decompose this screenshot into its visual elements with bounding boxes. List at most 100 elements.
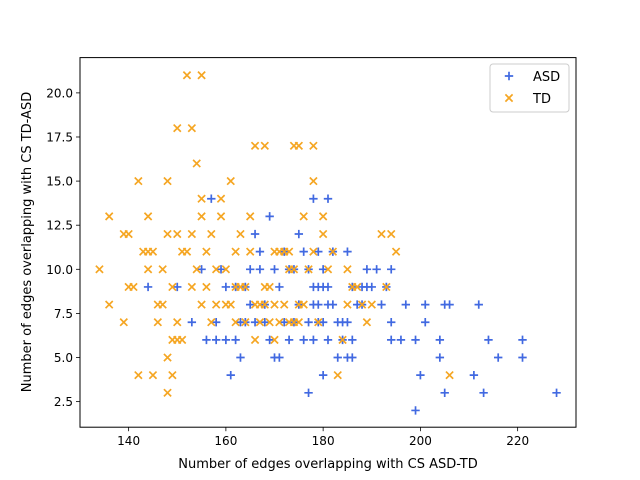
asd-point (323, 194, 333, 203)
x-axis-label: Number of edges overlapping with CS ASD-… (178, 457, 478, 472)
y-tick-label: 15.0 (46, 175, 73, 189)
plot-area (80, 57, 576, 428)
td-point (265, 318, 274, 327)
asd-point (299, 335, 308, 345)
td-point (207, 318, 216, 327)
asd-point (309, 335, 318, 345)
td-point (299, 300, 308, 309)
td-point (304, 265, 313, 274)
td-point (134, 176, 143, 186)
td-point (197, 212, 206, 221)
x-tick-label: 220 (506, 434, 529, 448)
legend-td-cross (504, 93, 514, 103)
y-axis-label: Number of edges overlapping with CS TD-A… (20, 92, 35, 392)
td-point (192, 265, 201, 274)
asd-point (221, 335, 231, 345)
x-axis-ticks: 140 160 180 200 220 (117, 427, 529, 448)
asd-point (265, 335, 274, 345)
td-point (221, 265, 231, 274)
asd-point (323, 282, 333, 292)
asd-point (348, 353, 357, 362)
td-point (314, 318, 323, 327)
asd-point (250, 229, 260, 239)
asd-point (377, 300, 386, 309)
td-point (352, 282, 362, 292)
td-point (148, 370, 158, 380)
td-point (245, 247, 255, 256)
asd-point (280, 318, 289, 327)
x-tick-label: 200 (409, 434, 432, 448)
td-point (270, 300, 279, 309)
td-point (309, 141, 318, 151)
td-point (197, 71, 206, 80)
td-point (202, 247, 211, 256)
td-point (309, 176, 318, 186)
td-point (163, 176, 172, 186)
asd-point (299, 247, 308, 256)
td-point (216, 194, 226, 203)
asd-point (255, 247, 265, 256)
td-point (367, 300, 376, 309)
asd-point (421, 300, 430, 309)
x-tick-label: 140 (117, 434, 140, 448)
td-point (143, 265, 153, 274)
td-point (124, 229, 133, 239)
asd-point (387, 318, 396, 327)
asd-point (474, 300, 483, 309)
td-point (95, 265, 104, 274)
td-point (168, 282, 177, 292)
td-point (328, 247, 338, 256)
y-tick-label: 7.5 (54, 307, 73, 321)
asd-point (250, 318, 260, 327)
asd-point (197, 265, 206, 274)
asd-point (518, 353, 527, 362)
asd-point (202, 335, 211, 345)
td-point (148, 247, 158, 256)
td-point (284, 247, 294, 256)
td-point (129, 282, 138, 292)
asd-series (143, 194, 561, 415)
y-tick-label: 2.5 (54, 395, 73, 409)
asd-point (270, 265, 279, 274)
asd-point (255, 265, 265, 274)
asd-point (387, 265, 396, 274)
td-point (343, 265, 352, 274)
asd-point (211, 318, 221, 327)
asd-point (211, 335, 221, 345)
td-series (95, 71, 454, 397)
asd-point (216, 265, 226, 274)
asd-point (396, 335, 406, 345)
x-tick-label: 160 (214, 434, 237, 448)
td-point (318, 212, 328, 221)
asd-point (435, 353, 445, 362)
asd-point (362, 265, 372, 274)
asd-point (411, 335, 420, 345)
td-point (211, 300, 221, 309)
asd-point (314, 300, 323, 309)
asd-point (173, 282, 182, 292)
td-point (197, 300, 206, 309)
asd-point (367, 282, 376, 292)
legend-td-label: TD (532, 92, 551, 107)
y-axis-ticks: 2.5 5.0 7.5 10.0 12.5 15.0 17.5 20.0 (46, 86, 80, 409)
asd-point (318, 370, 328, 380)
asd-point (245, 300, 255, 309)
asd-point (226, 370, 235, 380)
asd-point (221, 282, 231, 292)
td-point (309, 247, 318, 256)
td-point (168, 370, 177, 380)
td-point (211, 265, 221, 274)
td-point (192, 159, 201, 168)
asd-point (493, 353, 503, 362)
asd-point (343, 318, 352, 327)
asd-point (265, 212, 274, 221)
asd-point (314, 247, 323, 256)
legend-td-marker (504, 93, 514, 103)
td-point (158, 265, 167, 274)
asd-point (445, 300, 454, 309)
td-point (362, 318, 372, 327)
td-point (236, 229, 245, 239)
asd-point (411, 406, 420, 415)
y-tick-label: 12.5 (46, 219, 73, 233)
